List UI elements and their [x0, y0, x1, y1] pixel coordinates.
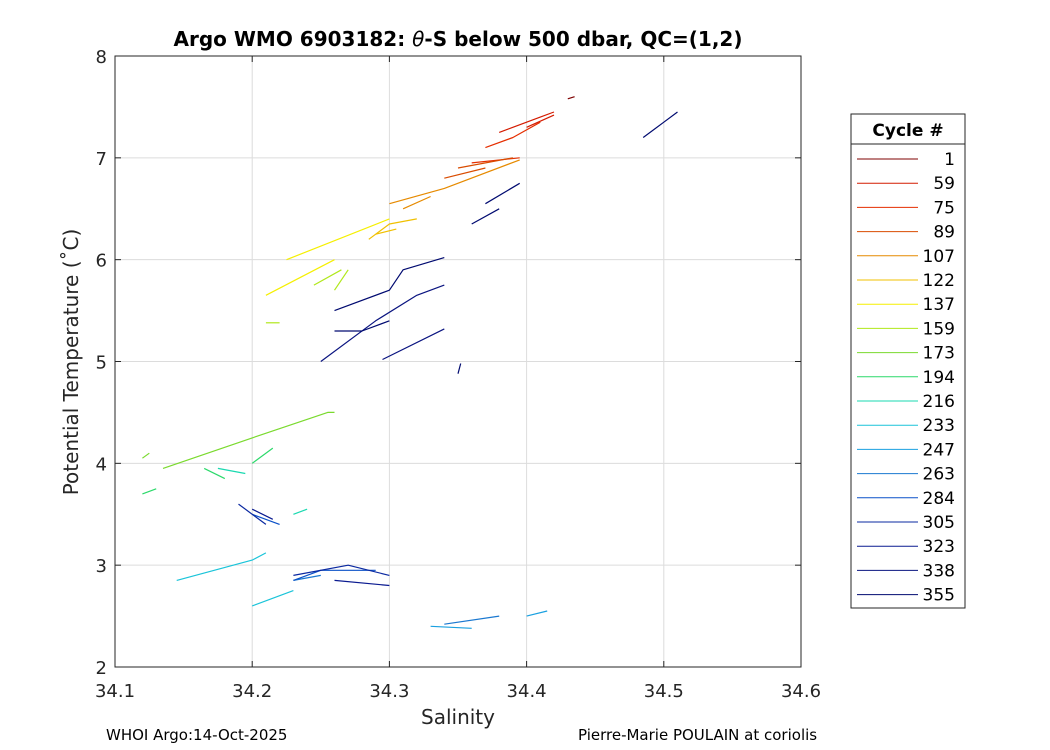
- series-338-segment-0: [320, 284, 445, 362]
- series-216-segment-0: [217, 467, 246, 475]
- series-216-segment-1: [293, 508, 308, 515]
- footer-right: Pierre-Marie POULAIN at coriolis: [578, 726, 818, 744]
- y-axis-label: Potential Temperature (˚C): [59, 229, 83, 496]
- series-107-segment-1: [402, 195, 431, 210]
- series-247-segment-0: [430, 625, 472, 629]
- series-75-segment-0: [485, 121, 541, 149]
- legend-label-75: 75: [933, 198, 955, 218]
- series-355-segment-2: [485, 182, 521, 205]
- legend-label-137: 137: [923, 295, 955, 315]
- series-89-segment-0: [457, 157, 514, 169]
- legend-label-107: 107: [923, 247, 955, 267]
- x-axis-label: Salinity: [421, 705, 495, 729]
- series-233-segment-0: [176, 552, 267, 581]
- y-tick-label: 7: [96, 149, 107, 170]
- series-173-segment-0: [162, 411, 335, 469]
- legend-label-355: 355: [923, 586, 955, 606]
- legend-entries: 1597589107122137159173194216233247263284…: [857, 150, 955, 606]
- x-tick-label: 34.4: [507, 681, 547, 702]
- series-59-segment-1: [526, 114, 555, 128]
- legend-label-247: 247: [923, 440, 955, 460]
- legend-label-263: 263: [923, 465, 955, 485]
- legend: Cycle # 15975891071221371591731942162332…: [850, 113, 966, 609]
- series-355-segment-4: [334, 320, 390, 332]
- series-338-segment-1: [382, 328, 445, 361]
- series-355-segment-0: [642, 111, 678, 138]
- series-layer: [142, 96, 678, 629]
- series-355-segment-5: [457, 363, 462, 374]
- series-355-segment-1: [471, 208, 500, 225]
- series-137-segment-0: [286, 218, 390, 261]
- series-89-segment-1: [444, 167, 486, 179]
- chart-title: Argo WMO 6903182: θ-S below 500 dbar, QC…: [174, 27, 743, 51]
- series-107-segment-0: [389, 159, 520, 205]
- legend-label-173: 173: [923, 344, 955, 364]
- series-159-segment-1: [334, 269, 349, 291]
- legend-label-323: 323: [923, 537, 955, 557]
- legend-label-338: 338: [923, 561, 955, 581]
- series-75-segment-1: [471, 157, 520, 164]
- y-tick-label: 6: [96, 251, 107, 272]
- legend-label-159: 159: [923, 319, 955, 339]
- legend-label-216: 216: [923, 392, 955, 412]
- y-tick-label: 2: [96, 658, 107, 679]
- y-axis-ticks: 2 3 4 5 6 7 8: [96, 47, 801, 679]
- series-305-segment-1: [238, 503, 267, 525]
- series-263-segment-0: [444, 615, 500, 625]
- series-355-segment-3: [334, 257, 445, 312]
- series-194-segment-1: [142, 488, 157, 495]
- series-323-segment-0: [251, 508, 274, 520]
- legend-label-194: 194: [923, 368, 955, 388]
- series-122-segment-0: [368, 218, 417, 240]
- series-137-segment-1: [265, 259, 335, 296]
- y-tick-label: 8: [96, 47, 107, 68]
- y-tick-label: 4: [96, 454, 107, 475]
- series-263-segment-1: [293, 574, 321, 581]
- legend-box: [850, 113, 966, 609]
- legend-label-305: 305: [923, 513, 955, 533]
- x-axis-ticks: 34.1 34.2 34.3 34.4 34.5 34.6: [95, 56, 821, 702]
- series-233-segment-1: [251, 590, 294, 607]
- legend-label-233: 233: [923, 416, 955, 436]
- y-tick-label: 5: [96, 353, 107, 374]
- legend-label-59: 59: [933, 174, 955, 194]
- legend-label-284: 284: [923, 489, 955, 509]
- series-159-segment-0: [313, 269, 342, 286]
- x-tick-label: 34.1: [95, 681, 135, 702]
- y-tick-label: 3: [96, 556, 107, 577]
- series-122-segment-1: [375, 228, 397, 235]
- legend-label-89: 89: [933, 223, 955, 243]
- series-194-segment-0: [203, 467, 226, 480]
- x-tick-label: 34.3: [369, 681, 409, 702]
- series-284-segment-1: [251, 513, 280, 525]
- footer-left: WHOI Argo:14-Oct-2025: [106, 726, 288, 744]
- x-tick-label: 34.2: [232, 681, 272, 702]
- x-tick-label: 34.5: [644, 681, 684, 702]
- legend-title: Cycle #: [872, 121, 943, 141]
- legend-label-122: 122: [923, 271, 955, 291]
- series-247-segment-1: [526, 610, 548, 617]
- series-59-segment-0: [498, 111, 555, 133]
- series-305-segment-0: [293, 564, 390, 576]
- series-194-segment-2: [251, 447, 274, 464]
- series-1-segment-0: [567, 96, 575, 100]
- x-tick-label: 34.6: [781, 681, 821, 702]
- series-173-segment-1: [142, 452, 150, 459]
- legend-label-1: 1: [944, 150, 955, 170]
- series-323-segment-1: [334, 579, 390, 587]
